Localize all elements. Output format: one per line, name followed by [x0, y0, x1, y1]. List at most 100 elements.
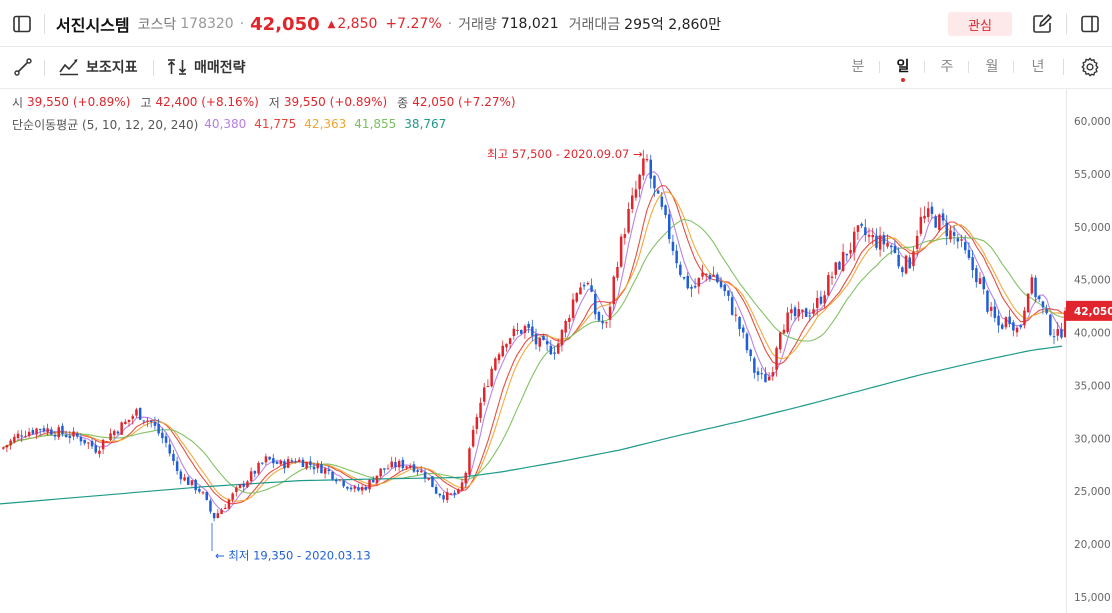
header-divider — [1066, 14, 1067, 34]
candle-body — [719, 281, 723, 288]
candle-body — [405, 466, 408, 468]
candle — [516, 323, 519, 335]
candle — [486, 379, 490, 388]
candle — [390, 456, 393, 469]
candle — [153, 416, 157, 430]
candle-body — [286, 459, 290, 468]
candle-body — [930, 206, 934, 214]
period-tab-year[interactable]: 년 — [1031, 59, 1045, 75]
volume-label: 거래량 — [458, 17, 497, 33]
candle-body — [597, 312, 601, 321]
ma10-line — [3, 184, 1066, 505]
candle — [878, 226, 882, 257]
candle-body — [294, 461, 297, 463]
candle-body — [804, 308, 808, 317]
candle — [394, 457, 397, 471]
candle — [364, 485, 368, 491]
candle — [64, 430, 68, 438]
candle — [1038, 295, 1041, 302]
candle-body — [5, 445, 9, 448]
candle-body — [346, 486, 349, 489]
strategy-button[interactable]: 매매전략 — [166, 56, 246, 78]
candle — [83, 439, 86, 446]
ma12-line — [3, 191, 1066, 502]
period-tab-minute[interactable]: 분 — [851, 59, 865, 75]
candle-body — [619, 236, 623, 267]
candle — [39, 428, 42, 436]
candle — [693, 278, 697, 289]
candle — [975, 265, 978, 288]
candle — [579, 282, 582, 295]
candle — [708, 273, 712, 282]
candle — [734, 307, 738, 322]
candle — [631, 187, 634, 214]
candle — [183, 473, 186, 482]
candle — [468, 446, 471, 477]
indicator-button[interactable]: 보조지표 — [58, 56, 138, 78]
chart-toolbar: 보조지표 매매전략 — [0, 47, 1112, 89]
side-panel-icon[interactable] — [1078, 12, 1102, 36]
candle-body — [279, 460, 282, 465]
period-tab-week[interactable]: 주 — [940, 59, 954, 75]
candlestick-chart[interactable]: 60,000 55,000 50,000 45,000 40,000 35,000 30,0… — [0, 89, 1112, 613]
candle-body — [890, 245, 893, 248]
candle — [590, 278, 593, 293]
candle — [531, 319, 534, 342]
candle-body — [878, 235, 882, 250]
candle-body — [701, 272, 704, 277]
edit-icon[interactable] — [1030, 12, 1054, 36]
buy-sell-icon — [167, 59, 187, 75]
candle-body — [579, 287, 582, 295]
candle-body — [1008, 316, 1011, 324]
candle-body — [782, 329, 786, 334]
candle — [194, 478, 197, 494]
candle — [87, 441, 90, 450]
candle-body — [464, 472, 467, 484]
candle — [357, 483, 360, 492]
candle — [1012, 319, 1015, 337]
candle — [841, 243, 845, 273]
candle — [423, 468, 427, 483]
ohlc-info: 시 39,550 (+0.89%) 고 42,400 (+8.16%) 저 39… — [12, 94, 526, 110]
candle-body — [693, 286, 697, 288]
candle — [790, 303, 793, 321]
candle-body — [290, 460, 294, 462]
candle — [68, 431, 72, 444]
period-tab-month[interactable]: 월 — [985, 59, 999, 75]
candle-body — [105, 441, 109, 443]
header-divider — [44, 14, 45, 34]
sidebar-toggle-icon[interactable] — [10, 12, 34, 36]
candle — [494, 356, 497, 372]
moving-average-info: 단순이동평균 (5, 10, 12, 20, 240) 40,380 41,77… — [12, 116, 454, 132]
candle — [801, 309, 804, 319]
candle-body — [753, 358, 756, 373]
candle-body — [557, 343, 560, 354]
candle-body — [542, 335, 545, 341]
period-tab-day[interactable]: 일 — [896, 59, 910, 75]
candle — [989, 302, 993, 317]
candle — [886, 234, 889, 249]
y-tick-label: 40,000 — [1074, 328, 1111, 340]
candle — [908, 254, 911, 269]
favorite-button[interactable]: 관심 — [948, 12, 1012, 36]
candle-body — [453, 492, 456, 495]
candle — [838, 260, 841, 270]
candle — [619, 233, 623, 268]
candle — [446, 488, 449, 504]
candle — [523, 324, 527, 339]
candle-body — [275, 462, 279, 464]
candle-body — [638, 174, 641, 190]
candle — [823, 290, 826, 308]
candle-body — [797, 309, 800, 317]
candle — [142, 420, 146, 425]
candle — [1001, 322, 1004, 330]
settings-gear-icon[interactable] — [1078, 55, 1102, 79]
candle — [612, 275, 615, 311]
candle-body — [83, 439, 86, 444]
candle — [116, 430, 120, 436]
candle — [538, 337, 541, 352]
candle-body — [479, 402, 482, 418]
drawing-tool-icon[interactable] — [12, 56, 34, 78]
candle-body — [786, 312, 789, 333]
candle — [712, 266, 715, 277]
